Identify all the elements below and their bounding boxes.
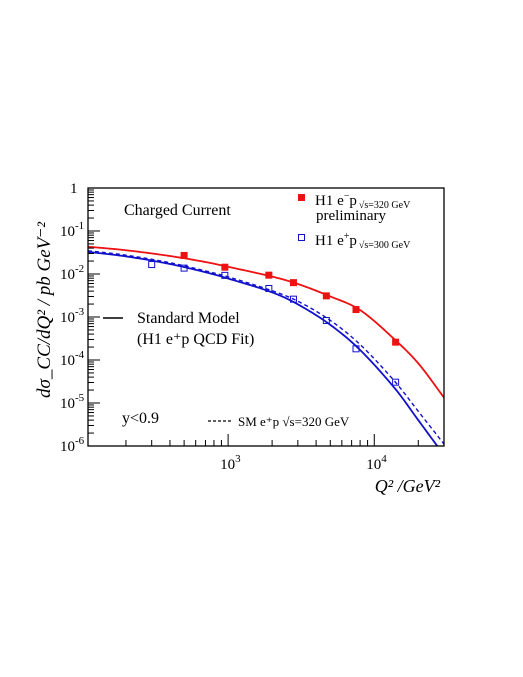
y-tick-label-4: 10-4	[60, 349, 85, 369]
legend-sm-line1: Standard Model	[137, 310, 240, 327]
point-s1-0	[148, 261, 156, 269]
cut-label: y<0.9	[122, 410, 159, 427]
point-s1-4	[289, 295, 297, 303]
y-tick-label-5: 10-5	[60, 392, 85, 412]
x-tick-label-1: 104	[366, 453, 387, 473]
point-s1-3	[265, 285, 273, 292]
legend-label-ep: H1 e	[315, 233, 344, 249]
process-label: Charged Current	[124, 202, 231, 219]
point-s0-6	[392, 338, 400, 346]
point-s0-1	[221, 263, 229, 271]
point-s0-3	[289, 279, 297, 287]
legend-sup-ep: +	[344, 231, 350, 242]
data-points	[148, 251, 400, 386]
y-tick-label-2: 10-2	[60, 263, 84, 283]
legend-line2-em: preliminary	[316, 208, 386, 224]
axis-ticks	[88, 187, 445, 447]
point-s0-2	[265, 271, 273, 279]
svg-text:H1 e+p√s=300 GeV: H1 e+p √s=300 GeV	[315, 231, 411, 251]
legend-item-sm: Standard Model (H1 e⁺p QCD Fit)	[103, 310, 254, 348]
legend-marker-ep	[298, 234, 305, 241]
point-s0-0	[180, 251, 188, 259]
y-tick-label-3: 10-3	[60, 306, 85, 326]
point-s1-6	[352, 345, 360, 353]
legend-marker-em	[298, 194, 305, 201]
point-s0-4	[322, 292, 330, 300]
legend-sub-em: √s=320 GeV	[359, 200, 411, 211]
y-tick-label-0: 1	[70, 181, 78, 197]
point-s1-7	[392, 378, 400, 386]
legend-tail-em: p	[349, 193, 357, 209]
legend-sup-em: −	[344, 191, 350, 202]
point-s1-2	[221, 271, 229, 279]
legend-sm-line2: (H1 e⁺p QCD Fit)	[137, 331, 254, 348]
x-tick-label-0: 103	[220, 453, 241, 473]
y-axis-label: dσ_CC/dQ² / pb GeV⁻²	[34, 222, 55, 398]
svg-text:H1 e−p√s=320 GeV: H1 e−p √s=320 GeV	[315, 191, 411, 211]
legend-label-em: H1 e	[315, 193, 344, 209]
legend-dashed-label: SM e⁺p √s=320 GeV	[238, 414, 350, 429]
point-s0-5	[352, 306, 360, 314]
tick-labels: 103 104 1 10-1 10-2 10-3 10-4 10-5 10-6	[60, 181, 387, 473]
point-s1-5	[322, 316, 330, 324]
legend-item-dashed: SM e⁺p √s=320 GeV	[208, 414, 350, 429]
legend-sub-ep: √s=300 GeV	[359, 240, 411, 251]
x-axis-label: Q² /GeV²	[375, 476, 441, 496]
legend-item-em: H1 e−p √s=320 GeV preliminary	[298, 191, 411, 224]
point-s1-1	[180, 264, 188, 272]
y-tick-label-6: 10-6	[60, 435, 85, 455]
legend-item-ep: H1 e+p √s=300 GeV	[298, 231, 411, 251]
y-tick-label-1: 10-1	[60, 220, 84, 240]
legend-tail-ep: p	[349, 233, 357, 249]
